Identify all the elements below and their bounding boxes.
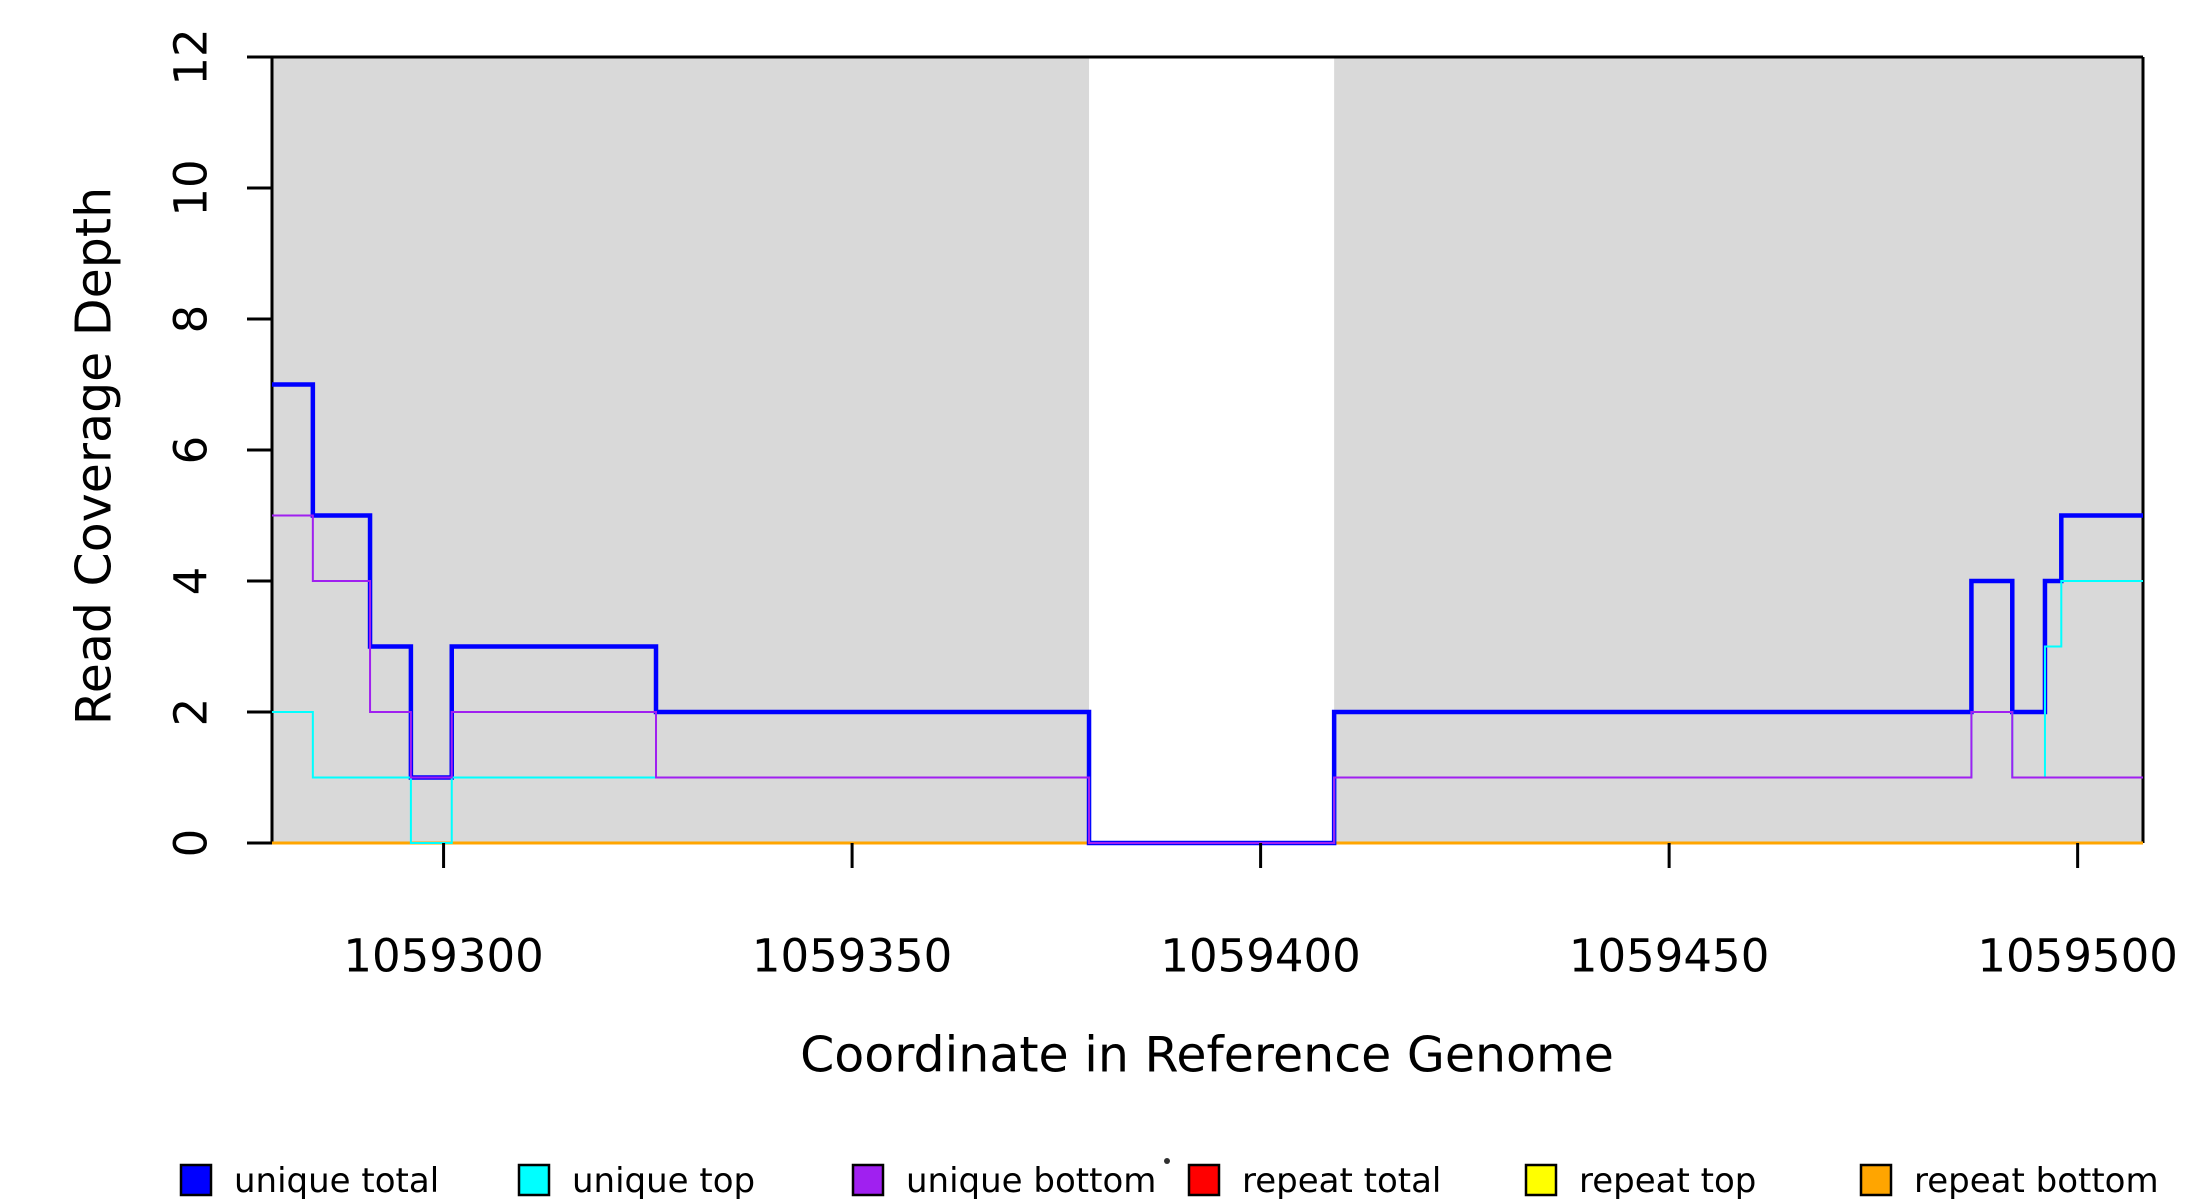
series-line-unique-bottom [272,514,2143,844]
legend-swatch-repeat-bottom [1859,1163,1893,1197]
legend-item-repeat-bottom: repeat bottom [1859,1161,2159,1201]
x-tick-label: 1059300 [343,930,543,983]
y-tick-label: 12 [165,28,218,85]
legend-swatch-unique-total [179,1163,213,1197]
shaded-regions [272,57,2143,843]
shaded-region [272,57,1090,843]
y-tick-label: 8 [165,305,218,334]
shaded-region [1334,57,2143,843]
legend-label: unique total [234,1161,439,1200]
legend-swatch-repeat-top [1524,1163,1558,1197]
legend-label: repeat total [1242,1161,1441,1200]
legend-item-unique-total: unique total [179,1161,439,1201]
legend-label: unique bottom [906,1161,1156,1200]
legend-label: unique top [572,1161,755,1200]
y-tick-label: 10 [165,159,218,216]
x-tick-label: 1059400 [1160,930,1360,983]
y-tick-label: 0 [165,829,218,858]
legend-swatch-repeat-total [1187,1163,1221,1197]
legend: unique total unique top unique bottom repea… [179,1158,2159,1201]
series-lines [272,382,2143,846]
legend-swatch-unique-bottom [851,1163,885,1197]
legend-label: repeat top [1579,1161,1756,1200]
stray-dot [1164,1158,1170,1164]
x-axis-title: Coordinate in Reference Genome [800,1027,1614,1084]
legend-item-unique-bottom: unique bottom [851,1161,1156,1201]
legend-swatch-unique-top [517,1163,551,1197]
x-tick-label: 1059450 [1569,930,1769,983]
legend-item-unique-top: unique top [517,1161,755,1201]
y-tick-label: 4 [165,567,218,596]
legend-item-repeat-top: repeat top [1524,1161,1756,1201]
legend-label: repeat bottom [1914,1161,2159,1200]
axes: 0 2 4 6 8 10 12 1059300 1059350 1059400 1059450 105… [165,28,2178,982]
x-tick-label: 1059500 [1977,930,2177,983]
y-axis-title: Read Coverage Depth [66,187,123,725]
x-tick-label: 1059350 [752,930,952,983]
y-tick-label: 2 [165,698,218,727]
legend-item-repeat-total: repeat total [1187,1161,1441,1201]
y-tick-label: 6 [165,436,218,465]
